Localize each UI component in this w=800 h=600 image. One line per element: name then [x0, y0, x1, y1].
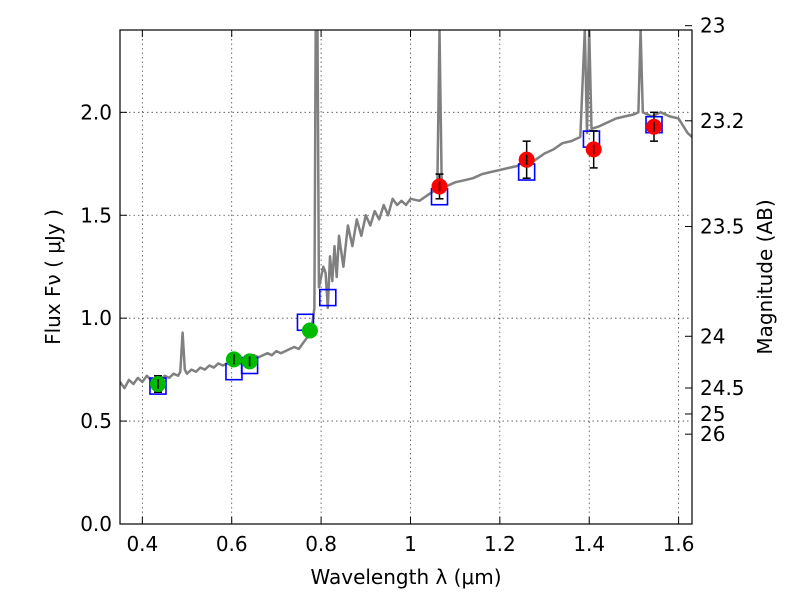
y2-axis-label: Magnitude (AB)	[753, 199, 777, 354]
x-tick-label: 1.4	[573, 532, 605, 556]
photometry-point	[301, 322, 318, 339]
y-axis-label: Flux Fν ( μJy )	[41, 209, 65, 345]
x-tick-label: 0.6	[216, 532, 248, 556]
x-tick-label: 1.2	[484, 532, 516, 556]
y2-tick-label: 24.5	[700, 376, 745, 400]
y2-tick-label: 23.5	[700, 214, 745, 238]
x-tick-label: 1.6	[663, 532, 695, 556]
y2-tick-label: 23.2	[700, 109, 745, 133]
spectrum-line	[120, 30, 692, 390]
y2-tick-label: 26	[700, 422, 725, 446]
x-tick-label: 1	[404, 532, 417, 556]
model-photometry-square	[318, 288, 337, 307]
plot-area	[120, 30, 692, 395]
y2-tick-label: 25	[700, 402, 725, 426]
plot-frame	[119, 29, 693, 525]
y-tick-label: 0.0	[80, 512, 112, 536]
y-tick-label: 2.0	[80, 100, 112, 124]
axis-ticks	[120, 25, 692, 525]
tick-labels: 0.4 0.6 0.8 1 1.2 1.4 1.6 0.0 0.5 1.0 1.5 2.0 23 23.2…	[80, 14, 744, 556]
y2-tick-label: 23	[700, 14, 725, 38]
x-tick-label: 0.4	[126, 532, 158, 556]
x-tick-label: 0.8	[305, 532, 337, 556]
y-tick-label: 1.0	[80, 306, 112, 330]
y-tick-label: 0.5	[80, 409, 112, 433]
x-axis-label: Wavelength λ (μm)	[310, 565, 501, 589]
y-tick-label: 1.5	[80, 203, 112, 227]
y2-tick-label: 24	[700, 324, 725, 348]
